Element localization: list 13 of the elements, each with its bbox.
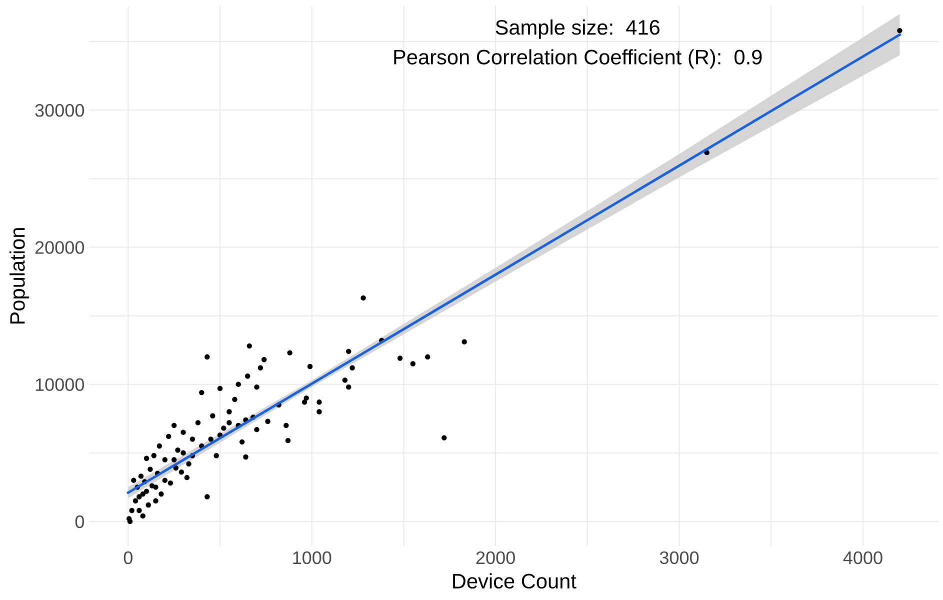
x-tick-label: 2000 <box>476 551 515 564</box>
y-tick-label: 20000 <box>35 241 84 254</box>
x-tick-label: 3000 <box>660 551 699 564</box>
x-tick-label: 0 <box>124 551 132 564</box>
y-tick-label: 10000 <box>36 378 84 392</box>
annotation: Sample size: 416 <box>496 20 660 39</box>
x-axis-title: Device Count <box>453 573 576 589</box>
annotation: Pearson Correlation Coefficient (R): 0.9 <box>394 49 762 69</box>
x-tick-label: 4000 <box>843 551 882 564</box>
y-axis-title: Population <box>10 228 29 324</box>
x-tick-label: 1000 <box>293 551 332 564</box>
y-tick-label: 0 <box>75 515 84 528</box>
y-tick-label: 30000 <box>35 104 84 117</box>
